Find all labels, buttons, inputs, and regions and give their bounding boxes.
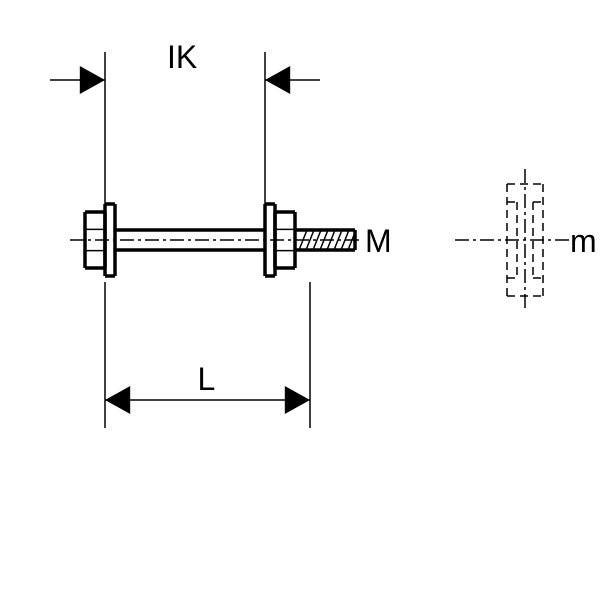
label-ik: IK: [167, 39, 197, 75]
label-l: L: [198, 361, 216, 397]
label-m-cap: M: [365, 223, 392, 259]
label-m-low: m: [570, 223, 597, 259]
